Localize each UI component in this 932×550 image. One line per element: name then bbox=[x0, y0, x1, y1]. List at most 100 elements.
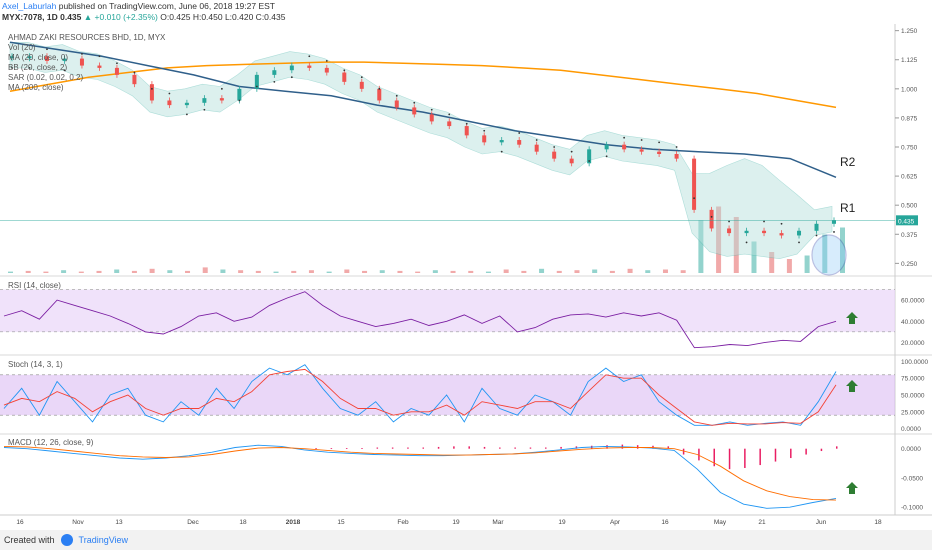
time-tick-label: 16 bbox=[16, 519, 24, 526]
volume-bar bbox=[574, 270, 580, 273]
sar-dot bbox=[815, 234, 818, 237]
sar-dot bbox=[343, 69, 346, 72]
macd-signal-line bbox=[3, 445, 837, 501]
macd-histogram-bar bbox=[345, 448, 348, 449]
sar-dot bbox=[605, 155, 608, 158]
sar-dot bbox=[710, 215, 713, 218]
candle-body bbox=[219, 98, 224, 101]
candle-body bbox=[44, 56, 49, 61]
candle-body bbox=[149, 84, 154, 101]
volume-bar bbox=[96, 270, 102, 273]
macd-histogram-bar bbox=[820, 448, 823, 452]
volume-bar bbox=[131, 270, 137, 273]
volume-bar bbox=[344, 269, 350, 273]
macd-legend[interactable]: MACD (12, 26, close, 9) bbox=[8, 438, 94, 447]
sar-dot bbox=[290, 76, 293, 79]
main-legend: AHMAD ZAKI RESOURCES BHD, 1D, MYX Vol (2… bbox=[8, 33, 165, 93]
candle-body bbox=[709, 209, 714, 229]
sar-dot bbox=[623, 136, 626, 139]
time-tick-label: 18 bbox=[239, 519, 247, 526]
sar-dot bbox=[185, 113, 188, 116]
candle-body bbox=[762, 230, 767, 234]
time-tick-label: Mar bbox=[492, 519, 504, 526]
time-tick-label: 19 bbox=[558, 519, 566, 526]
sar-dot bbox=[255, 85, 258, 88]
legend-ma200[interactable]: MA (200, close) bbox=[8, 83, 64, 92]
macd-histogram-bar bbox=[407, 447, 409, 449]
price-tick-label: 0.250 bbox=[901, 261, 918, 268]
sar-dot bbox=[273, 80, 276, 83]
macd-histogram-bar bbox=[836, 446, 838, 449]
rsi-legend[interactable]: RSI (14, close) bbox=[8, 281, 61, 290]
macd-histogram-bar bbox=[606, 445, 608, 449]
volume-bar bbox=[680, 270, 686, 273]
sar-dot bbox=[518, 132, 521, 134]
volume-bar bbox=[733, 217, 739, 273]
sar-dot bbox=[168, 92, 171, 95]
ma200-line bbox=[9, 61, 837, 109]
macd-histogram-bar bbox=[361, 448, 363, 449]
candle-body bbox=[359, 81, 364, 89]
stoch-tick-label: 25.0000 bbox=[901, 409, 925, 416]
macd-histogram-bar bbox=[575, 446, 578, 449]
candle-body bbox=[114, 67, 119, 75]
sar-dot bbox=[483, 129, 486, 132]
sar-dot bbox=[763, 220, 765, 223]
time-tick-label: 16 bbox=[661, 519, 669, 526]
stoch-tick-label: 75.0000 bbox=[901, 376, 925, 383]
rsi-tick-label: 40.0000 bbox=[901, 319, 925, 326]
stoch-legend[interactable]: Stoch (14, 3, 1) bbox=[8, 360, 63, 369]
candle-body bbox=[727, 228, 732, 234]
sar-dot bbox=[81, 53, 83, 55]
time-tick-label: 18 bbox=[874, 519, 882, 526]
volume-bar bbox=[308, 270, 314, 273]
legend-bb[interactable]: BB (20, close, 2) bbox=[8, 63, 68, 72]
footer-bar: Created with TradingView bbox=[0, 530, 932, 550]
sar-dot bbox=[658, 141, 661, 144]
candle-body bbox=[10, 56, 14, 59]
macd-histogram-bar bbox=[774, 448, 777, 462]
macd-histogram-bar bbox=[315, 448, 317, 449]
candle-body bbox=[657, 151, 662, 154]
ma-blue-line bbox=[9, 41, 837, 178]
candle-body bbox=[184, 102, 189, 106]
sar-dot bbox=[203, 108, 206, 111]
footer-brand[interactable]: TradingView bbox=[78, 535, 129, 545]
candle-body bbox=[482, 135, 487, 143]
sar-dot bbox=[500, 150, 503, 153]
sar-dot bbox=[46, 48, 48, 51]
volume-bar bbox=[450, 270, 456, 273]
up-arrow-icon bbox=[846, 380, 858, 392]
sar-dot bbox=[675, 146, 678, 148]
volume-bar bbox=[238, 270, 244, 273]
candle-body bbox=[832, 220, 836, 224]
time-tick-label: 2018 bbox=[286, 519, 301, 526]
chart-canvas[interactable]: 1.250 1.125 1.000 0.875 0.750 0.625 0.500 0.375… bbox=[0, 0, 932, 530]
macd-tick-label: -0.1000 bbox=[901, 505, 923, 512]
macd-histogram-bar bbox=[744, 448, 746, 468]
macd-histogram-bar bbox=[330, 448, 333, 449]
candle-body bbox=[569, 158, 574, 164]
volume-bar bbox=[397, 270, 403, 273]
macd-histogram-bar bbox=[713, 448, 715, 467]
candle-body bbox=[499, 140, 504, 143]
volume-bar bbox=[698, 220, 704, 273]
legend-title: AHMAD ZAKI RESOURCES BHD, 1D, MYX bbox=[8, 33, 166, 42]
candle-body bbox=[779, 233, 784, 236]
author-link[interactable]: Axel_Laburlah bbox=[2, 1, 57, 11]
sar-dot bbox=[378, 87, 381, 90]
stoch-band bbox=[0, 374, 895, 416]
candle-body bbox=[254, 74, 259, 89]
legend-sar[interactable]: SAR (0.02, 0.02, 0.2) bbox=[8, 73, 84, 82]
candle-body bbox=[324, 67, 329, 73]
volume-bar bbox=[61, 270, 67, 273]
candle-body bbox=[289, 65, 294, 71]
macd-histogram-bar bbox=[499, 447, 501, 449]
macd-histogram-bar bbox=[698, 448, 700, 461]
sar-dot bbox=[360, 76, 363, 79]
sar-dot bbox=[98, 55, 101, 58]
candle-body bbox=[639, 149, 644, 152]
legend-vol[interactable]: Vol (20) bbox=[8, 43, 36, 52]
sar-dot bbox=[116, 62, 118, 65]
legend-ma20[interactable]: MA (20, close, 0) bbox=[8, 53, 69, 62]
